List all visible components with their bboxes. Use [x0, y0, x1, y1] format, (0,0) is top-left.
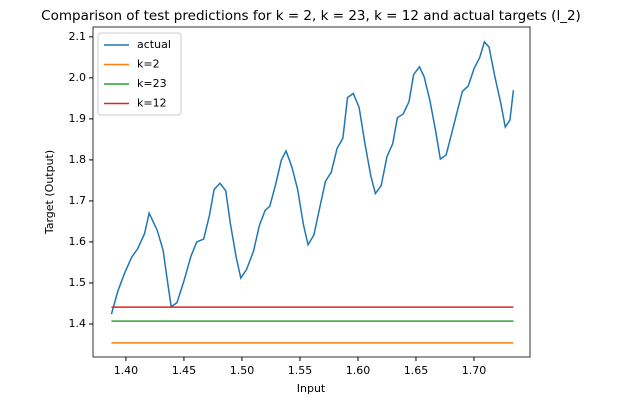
- legend-label: actual: [137, 38, 171, 51]
- y-tick-label: 1.8: [69, 153, 87, 166]
- x-tick-label: 1.55: [288, 364, 313, 377]
- legend-label: k=23: [137, 77, 167, 90]
- y-tick-label: 1.7: [69, 194, 87, 207]
- legend-box: [97, 32, 182, 116]
- x-tick-label: 1.70: [462, 364, 487, 377]
- legend-label: k=2: [137, 58, 160, 71]
- chart-title: Comparison of test predictions for k = 2…: [41, 8, 581, 24]
- y-tick-label: 1.5: [69, 276, 87, 289]
- y-tick-label: 1.6: [69, 235, 87, 248]
- x-axis-label: Input: [297, 382, 326, 395]
- x-tick-label: 1.50: [230, 364, 255, 377]
- y-tick-label: 2.0: [69, 71, 87, 84]
- y-tick-label: 2.1: [69, 30, 87, 43]
- legend-label: k=12: [137, 97, 167, 110]
- data-line: [110, 40, 515, 315]
- plot-frame: [92, 26, 531, 358]
- x-tick-label: 1.40: [114, 364, 139, 377]
- y-tick-label: 1.4: [69, 317, 87, 330]
- y-tick-label: 1.9: [69, 112, 87, 125]
- x-tick-label: 1.45: [172, 364, 197, 377]
- x-tick-label: 1.65: [404, 364, 429, 377]
- y-axis-label: Target (Output): [43, 150, 56, 235]
- x-tick-label: 1.60: [346, 364, 371, 377]
